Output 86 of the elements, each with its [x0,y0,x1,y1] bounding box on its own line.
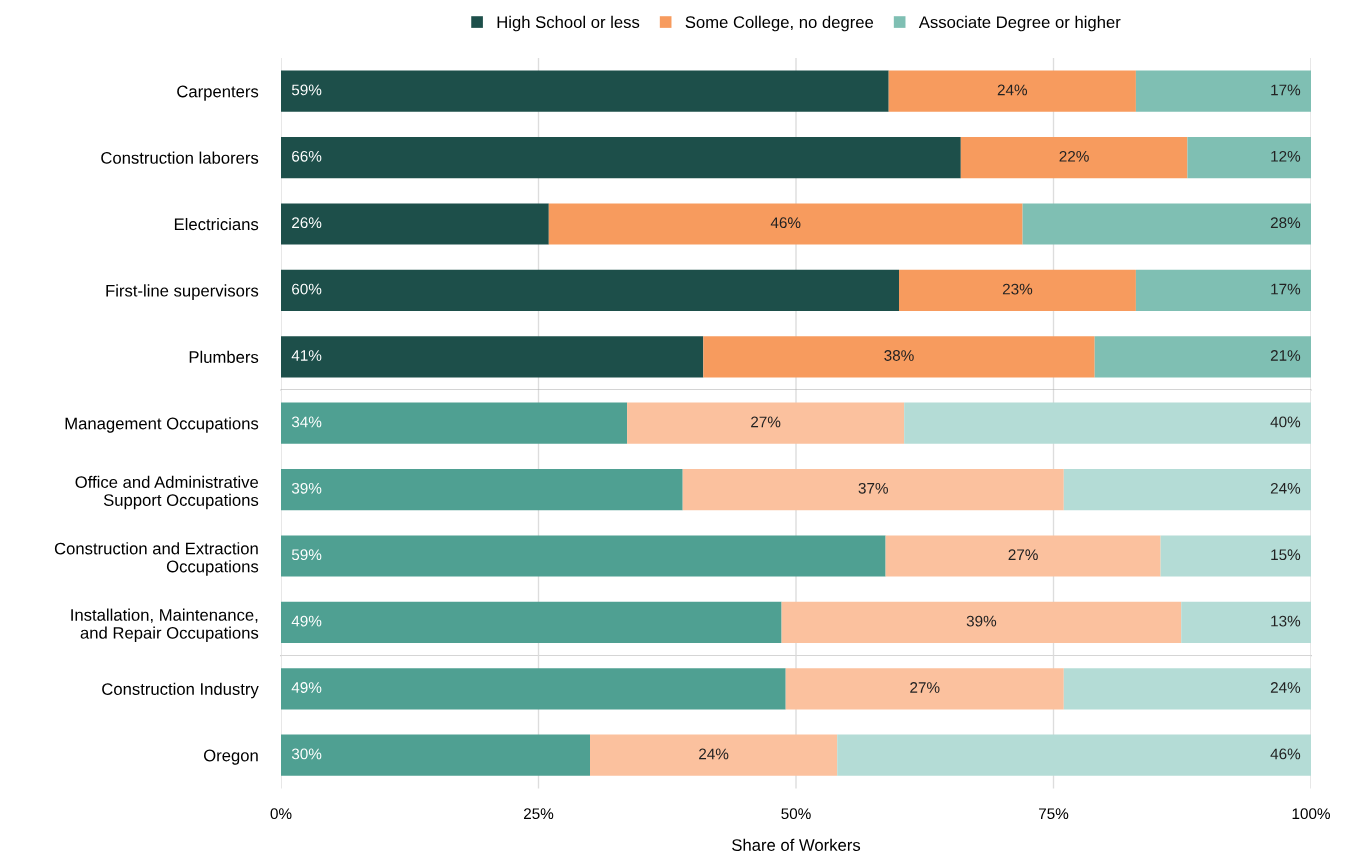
data-label: 24% [997,84,1028,96]
data-label: 46% [1270,748,1301,760]
bar [703,336,1095,378]
data-label: 38% [884,350,914,361]
bar [888,70,1136,112]
bar [590,734,838,776]
data-label: 59% [291,84,322,96]
y-tick-label: Management Occupations [65,417,259,433]
data-label: 24% [1270,682,1301,693]
bar [1022,203,1311,245]
data-label: 39% [291,482,322,494]
bar [837,734,1311,776]
legend-label: Associate Degree or higher [918,15,1121,32]
y-tick-label: Office and Administrative Support Occupations [75,475,259,510]
data-label: 24% [1270,482,1301,494]
x-axis-title: Share of Workers [732,838,861,851]
bar [281,137,961,179]
bar [281,402,628,444]
data-label: 13% [1271,615,1301,627]
bar [281,535,886,577]
data-label: 22% [1059,150,1089,162]
bar [281,336,704,378]
y-tick-label: First-line supervisors [106,284,259,300]
bar [1160,535,1311,577]
data-label: 17% [1271,84,1301,96]
data-label: 34% [291,416,322,428]
bar [281,601,782,643]
data-label: 60% [292,283,322,295]
bar [885,535,1161,577]
data-label: 37% [858,482,888,494]
data-label: 59% [291,549,322,561]
bar [1135,269,1311,311]
legend-label: Some College, no degree [685,15,874,32]
bar [627,402,905,444]
bar [1135,70,1311,112]
x-tick-label: 25% [523,808,554,820]
bar [904,402,1311,444]
y-tick-label: Installation, Maintenance, and Repair Occupations [71,608,259,643]
data-label: 28% [1270,217,1301,229]
x-tick-label: 75% [1038,808,1069,820]
x-tick-label: 100% [1292,808,1330,820]
y-tick-label: Construction and Extraction Occupations [54,542,259,576]
bar [682,469,1064,511]
bar [781,601,1182,643]
bar [281,668,786,710]
data-label: 24% [699,748,729,760]
data-label: 41% [291,350,322,361]
y-tick-label: Electricians [174,217,259,231]
data-label: 27% [1008,549,1038,561]
bar [281,469,683,511]
bar [1181,601,1311,643]
y-tick-label: Plumbers [189,350,259,363]
bar [548,203,1023,245]
y-tick-label: Carpenters [177,85,259,101]
bar [1063,668,1311,710]
x-tick-label: 50% [781,808,811,820]
legend-label: High School or less [497,15,640,32]
data-label: 23% [1002,283,1033,295]
data-label: 17% [1271,283,1301,295]
data-label: 39% [966,615,997,627]
bar [281,734,590,776]
bar [899,269,1136,311]
x-tick-label: 0% [270,808,292,820]
data-label: 15% [1271,549,1301,561]
data-label: 27% [751,416,781,428]
data-label: 12% [1271,150,1301,162]
data-label: 27% [910,682,940,693]
data-label: 66% [292,150,322,162]
data-label: 30% [291,748,322,760]
bar [281,70,889,112]
data-label: 49% [291,615,322,627]
y-tick-label: Construction laborers [101,151,259,164]
y-tick-label: Oregon [203,749,258,765]
y-tick-label: Construction Industry [102,682,259,699]
data-label: 46% [770,217,801,229]
bar [281,203,549,245]
bar [1187,137,1311,179]
bar [785,668,1064,710]
bar [1094,336,1311,378]
data-label: 40% [1270,416,1301,428]
bar [1063,469,1311,511]
data-label: 49% [291,682,322,693]
bar [960,137,1188,179]
data-label: 21% [1270,350,1301,361]
data-label: 26% [292,217,322,229]
bar [281,269,899,311]
